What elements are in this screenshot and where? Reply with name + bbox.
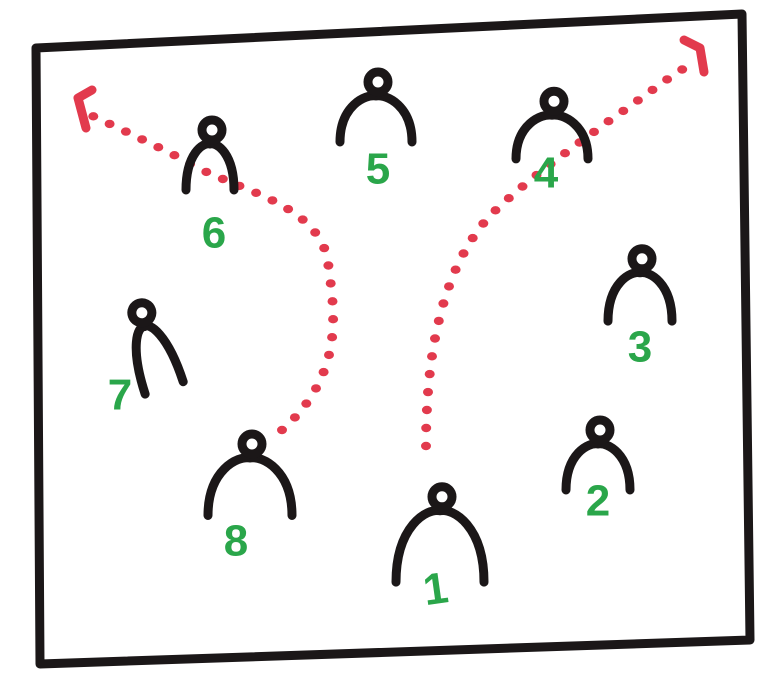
path-dot xyxy=(618,106,629,116)
player-marker-icon xyxy=(131,321,188,399)
path-dot xyxy=(421,405,432,415)
field-border xyxy=(31,9,755,669)
path-dot xyxy=(301,399,312,408)
path-dot xyxy=(324,350,334,360)
path-dot xyxy=(104,119,115,129)
path-dot xyxy=(421,423,432,433)
player-marker-icon xyxy=(335,91,417,147)
player-marker-icon xyxy=(203,453,297,520)
path-dot xyxy=(289,413,300,422)
path-dot xyxy=(478,219,489,228)
path-dot xyxy=(560,149,570,158)
path-dot xyxy=(430,334,440,343)
path-dot xyxy=(545,159,556,169)
path-dot xyxy=(423,387,433,397)
path-dot xyxy=(319,243,330,253)
path-from-1 xyxy=(421,35,709,451)
player-2 xyxy=(561,415,635,495)
path-dot xyxy=(531,170,542,180)
player-number: 1 xyxy=(420,563,451,615)
path-dot xyxy=(517,182,528,191)
player-head-icon xyxy=(127,298,157,328)
player-8 xyxy=(203,429,297,520)
path-dot xyxy=(153,143,164,152)
path-dot xyxy=(421,441,431,451)
path-dot xyxy=(88,112,99,121)
player-marker-icon xyxy=(603,268,677,326)
path-dot xyxy=(310,228,321,237)
player-number: 6 xyxy=(202,209,226,258)
player-7 xyxy=(127,298,188,399)
path-dot xyxy=(328,315,339,324)
path-dot xyxy=(327,297,338,306)
arrow-icon xyxy=(679,35,709,77)
path-dot xyxy=(277,425,287,435)
path-dot xyxy=(311,384,321,393)
path-dot xyxy=(120,127,131,136)
path-dot xyxy=(677,65,688,74)
arrow-icon xyxy=(73,85,97,133)
player-head-icon xyxy=(197,115,227,145)
path-dot xyxy=(444,282,454,291)
player-number: 5 xyxy=(366,145,390,194)
path-dot xyxy=(458,249,469,258)
path-dot xyxy=(662,75,673,84)
path-dot xyxy=(467,233,478,243)
path-dot xyxy=(325,279,336,288)
path-dot xyxy=(603,117,614,126)
path-dot xyxy=(427,352,437,361)
player-number: 3 xyxy=(628,323,652,372)
player-6 xyxy=(181,115,239,195)
player-number: 7 xyxy=(108,371,132,420)
player-1 xyxy=(391,482,489,587)
path-dot xyxy=(251,188,262,197)
path-dot xyxy=(323,261,334,270)
players: 1 2 3 4 5 6 7 8 xyxy=(108,67,677,615)
player-head-icon xyxy=(237,429,267,459)
path-from-8 xyxy=(73,85,339,435)
player-marker-icon xyxy=(181,139,239,195)
player-head-icon xyxy=(585,415,615,445)
player-head-icon xyxy=(539,86,569,116)
path-dot xyxy=(318,367,329,377)
movement-paths xyxy=(73,35,709,451)
path-dot xyxy=(217,174,228,184)
player-head-icon xyxy=(627,244,657,274)
player-number: 4 xyxy=(534,149,559,198)
path-dot xyxy=(137,135,148,144)
player-number: 8 xyxy=(224,517,248,566)
player-3 xyxy=(603,244,677,326)
player-5 xyxy=(335,67,417,147)
path-dot xyxy=(433,316,444,326)
player-4 xyxy=(511,86,593,164)
path-dot xyxy=(450,265,461,274)
path-dot xyxy=(297,215,308,224)
player-number: 2 xyxy=(586,477,610,526)
path-dot xyxy=(503,194,514,203)
path-dot xyxy=(327,333,338,342)
path-dot xyxy=(283,204,294,214)
path-dot xyxy=(438,299,449,308)
player-head-icon xyxy=(363,67,393,97)
player-head-icon xyxy=(427,482,457,512)
path-dot xyxy=(201,167,212,177)
path-dot xyxy=(632,96,643,105)
path-dot xyxy=(589,127,599,137)
path-dot xyxy=(169,151,180,160)
path-dot xyxy=(490,206,501,215)
path-dot xyxy=(647,85,658,95)
path-dot xyxy=(267,196,278,205)
path-dot xyxy=(424,369,435,379)
